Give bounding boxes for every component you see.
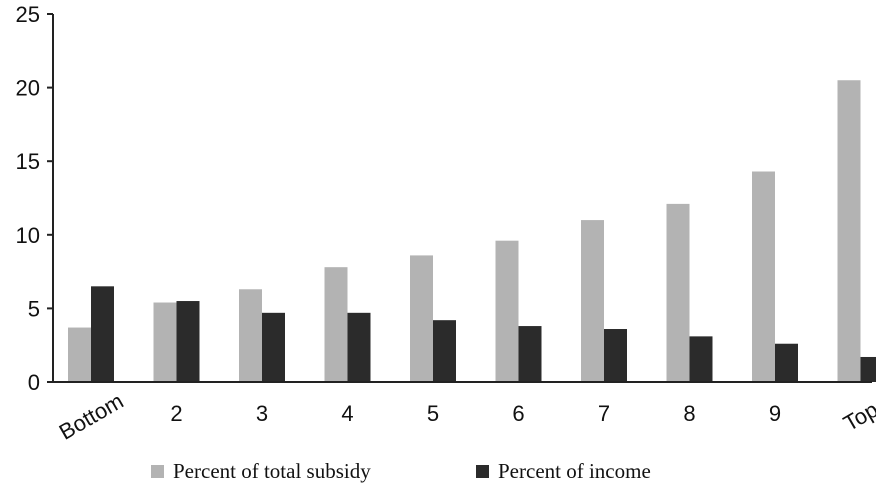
x-tick-label-2: 2 [170,401,182,426]
bar-income-2 [176,301,200,382]
bar-subsidy-6 [495,240,519,382]
bar-subsidy-bottom [68,327,91,382]
y-tick-label-25: 25 [16,2,40,27]
y-tick-label-15: 15 [16,149,40,174]
x-tick-label-bottom: Bottom [55,388,128,445]
legend: Percent of total subsidy Percent of inco… [151,459,651,483]
bar-subsidy-9 [752,171,775,382]
legend-label-subsidy: Percent of total subsidy [173,459,371,483]
legend-swatch-subsidy [151,465,164,478]
bar-subsidy-3 [239,289,262,382]
bar-income-3 [262,312,285,382]
bar-income-4 [347,312,371,382]
bar-subsidy-2 [153,302,177,382]
bar-income-5 [433,320,456,382]
x-tick-label-6: 6 [512,401,524,426]
x-ticks-group: Bottom 2 3 4 5 6 7 8 9 Top [55,388,876,445]
legend-swatch-income [476,465,489,478]
bar-subsidy-4 [324,267,348,382]
x-tick-label-5: 5 [427,401,439,426]
y-tick-label-5: 5 [28,296,40,321]
y-tick-label-0: 0 [28,370,40,395]
bar-income-6 [518,326,542,382]
bar-income-9 [775,343,798,382]
x-tick-label-7: 7 [598,401,610,426]
x-tick-label-9: 9 [769,401,781,426]
bar-income-top [860,356,876,382]
y-ticks-group: 0 5 10 15 20 25 [16,2,53,395]
x-tick-label-3: 3 [256,401,268,426]
bar-income-7 [604,329,627,382]
x-tick-label-4: 4 [341,401,353,426]
bar-subsidy-7 [581,220,604,382]
bar-income-bottom [91,286,114,382]
bar-income-8 [689,336,713,382]
y-tick-label-20: 20 [16,76,40,101]
bars-group [68,80,876,383]
y-tick-label-10: 10 [16,223,40,248]
legend-label-income: Percent of income [498,459,651,483]
x-tick-label-top: Top [839,397,876,436]
bar-subsidy-5 [410,255,433,382]
x-tick-label-8: 8 [683,401,695,426]
bar-subsidy-8 [666,203,690,382]
bar-subsidy-top [837,80,861,383]
